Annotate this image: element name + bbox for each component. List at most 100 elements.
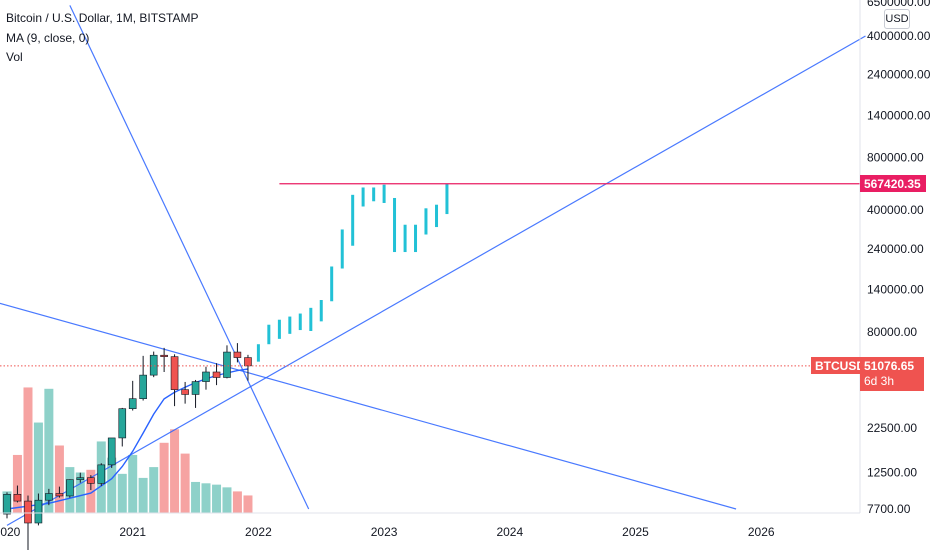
chart-legend: Bitcoin / U.S. Dollar, 1M, BITSTAMP MA (… [6,9,199,68]
candle-0 [3,492,11,519]
volume-bar-19 [201,483,211,513]
candle-body-19 [202,371,210,382]
x-tick-2025: 2025 [622,525,649,539]
volume-bar-12 [128,454,138,513]
y-tick-4: 140000.00 [867,283,924,297]
trendline-falling-resistance [0,302,737,510]
candle-15 [160,347,168,373]
target-price-label: 567420.35 [864,176,921,191]
x-tick-2021: 2021 [119,525,146,539]
trendline-steep-descending [69,5,310,510]
candle-layer [3,343,252,550]
candle-20 [212,363,221,386]
x-tick-2026: 2026 [748,525,775,539]
legend-symbol[interactable]: Bitcoin / U.S. Dollar, 1M, BITSTAMP [6,11,199,25]
candle-3 [34,493,43,526]
candle-body-22 [233,351,242,358]
projection-bar-11 [372,187,376,202]
volume-bar-5 [54,445,64,513]
y-tick-9: 2400000.00 [867,68,931,82]
projection-bar-1 [267,324,271,345]
candle-body-17 [181,389,189,395]
candle-body-8 [87,477,95,484]
candle-body-1 [13,494,22,502]
volume-bar-21 [222,487,232,513]
y-tick-6: 400000.00 [867,203,924,217]
symbol-badge: BTCUSD [811,357,869,375]
candle-body-23 [244,357,252,367]
candle-1 [13,485,22,503]
volume-bar-7 [75,472,85,513]
candle-10 [107,437,116,468]
candle-11 [118,407,127,447]
volume-bar-2 [23,387,33,513]
candle-body-7 [76,477,85,480]
volume-bar-3 [33,422,43,513]
candle-23 [244,354,252,381]
candle-body-0 [3,494,11,515]
legend-ma[interactable]: MA (9, close, 0) [6,30,90,45]
candle-body-3 [34,499,43,524]
candle-body-11 [118,408,127,439]
projection-bar-5 [309,307,313,331]
projection-bar-7 [330,266,334,302]
volume-bar-4 [44,388,54,513]
candle-17 [181,381,189,404]
projection-bar-15 [414,224,418,253]
candle-body-20 [212,371,221,378]
volume-bar-16 [170,429,180,513]
symbol-label: BTCUSD [815,358,865,373]
y-tick-1: 12500.00 [867,465,917,479]
candle-12 [128,380,137,411]
candle-18 [191,379,200,408]
legend-volume[interactable]: Vol [6,50,23,64]
y-tick-3: 80000.00 [867,325,917,339]
candle-16 [170,354,179,407]
candle-22 [233,343,242,363]
y-tick-0: 7700.00 [867,502,911,516]
projection-bar-10 [361,187,365,207]
projection-bar-2 [277,319,281,339]
candle-body-15 [160,354,168,357]
ma-layer [6,368,249,510]
candle-body-18 [191,381,200,395]
projection-bar-13 [393,197,397,253]
volume-bar-11 [117,473,127,513]
target-price-badge: 567420.35 [860,175,926,193]
candle-body-12 [128,398,137,409]
y-tick-8: 1400000.00 [867,108,931,122]
candle-21 [223,345,231,379]
projection-bar-3 [288,316,292,334]
countdown-label: 6d 3h [864,373,895,388]
volume-bar-22 [232,491,242,513]
candle-7 [76,472,85,483]
volume-bar-14 [149,467,159,513]
trendline-layer [0,5,866,526]
candle-14 [149,351,158,378]
last-price-label: 51076.65 [864,358,915,373]
projection-bar-9 [351,194,355,246]
candle-6 [66,479,74,498]
candle-8 [87,475,95,490]
projection-bar-14 [403,224,407,253]
volume-bar-20 [212,484,222,513]
volume-bar-18 [191,481,201,513]
currency-button[interactable]: USD [884,9,910,29]
candle-body-13 [139,374,147,399]
x-tick-2024: 2024 [496,525,523,539]
projection-bar-16 [424,208,428,235]
volume-bar-13 [138,477,148,513]
projection-bar-6 [319,300,323,322]
candle-body-14 [149,354,158,376]
volume-bar-23 [243,495,253,513]
ma-line [6,368,249,510]
projection-bar-12 [382,184,386,203]
candle-19 [202,366,210,390]
projection-bar-0 [256,344,260,362]
x-tick-2022: 2022 [245,525,272,539]
projection-layer [256,183,449,362]
y-tick-5: 240000.00 [867,242,924,256]
